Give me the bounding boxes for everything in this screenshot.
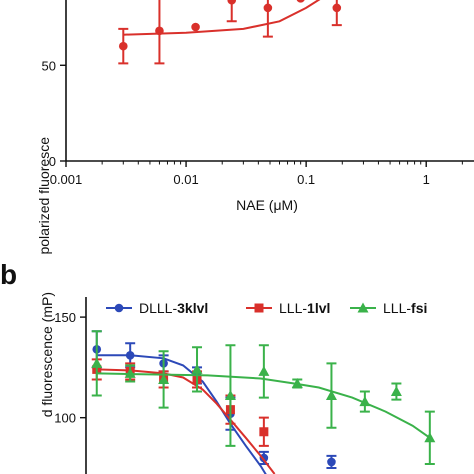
panel-a-ticks: 0 50 0.001 0.01 0.1 1: [42, 58, 463, 187]
panel-b-series-2-point: [124, 367, 136, 378]
panel-b-series-2-point: [258, 365, 270, 376]
panel-a-series-0-point: [118, 41, 128, 51]
panel-b-series-2-point: [359, 396, 371, 407]
panel-b-series-2-point: [390, 386, 402, 397]
panel-b-series-0-point: [125, 351, 135, 360]
panel-a-x-tick-label: 0.001: [50, 172, 83, 187]
panel-a-series-0-point: [191, 22, 200, 32]
panel-b-series-2-point: [291, 377, 303, 388]
panel-b-series-0-point: [327, 457, 336, 467]
panel-a-y-tick-label: 0: [49, 154, 56, 169]
legend-label-2: LLL-fsi: [383, 300, 427, 316]
panel-a-marks: [118, 0, 342, 65]
panel-b-series-2-point: [424, 432, 436, 443]
panel-b-series-2-point: [191, 363, 203, 374]
panel-b-ticks: 100 150: [54, 310, 86, 426]
panel-b-label: b: [0, 259, 17, 290]
panel-a-y-axis-label: polarized fluoresce: [36, 137, 52, 255]
panel-b-marks: [91, 330, 436, 474]
panel-b-series-2-point: [91, 357, 103, 368]
panel-b-y-tick-label: 100: [54, 411, 76, 426]
panel-b-y-tick-label: 150: [54, 310, 76, 325]
legend-marker-2: [357, 302, 369, 313]
panel-b-legend: DLLL-3klvl LLL-1lvl LLL-fsi: [106, 300, 427, 316]
panel-a-series-0-point: [296, 0, 305, 3]
panel-a-y-tick-label: 50: [42, 58, 56, 73]
panel-a-x-axis-label: NAE (μM): [236, 197, 298, 213]
panel-a-series-0-point: [332, 3, 342, 13]
panel-b-series-1-fit-line: [96, 368, 276, 474]
panel-b-series-2-point: [158, 373, 170, 384]
panel-a-x-tick-label: 1: [423, 172, 430, 187]
panel-a-chart: polarized fluoresce NAE (μM) 0 50 0.001 0.0…: [36, 0, 474, 255]
panel-b-series-0-fit-line: [96, 354, 267, 474]
legend-label-0: DLLL-3klvl: [139, 300, 208, 316]
panel-a-series-0-point: [227, 0, 237, 5]
panel-a-series-0-point: [155, 26, 164, 36]
legend-marker-0: [114, 303, 124, 313]
panel-b-series-2-point: [325, 390, 337, 401]
panel-a-x-tick-label: 0.01: [173, 172, 198, 187]
panel-b-series-1-point: [259, 427, 269, 437]
panel-b-series-2-point: [224, 390, 236, 401]
panel-a-series-0-fit-line: [123, 0, 321, 36]
panel-b-chart: b d fluorescence (mP) DLLL-3klvl LLL-1lvl…: [0, 259, 436, 474]
legend-marker-1: [254, 303, 264, 313]
panel-b-y-axis-label: d fluorescence (mP): [39, 292, 55, 417]
panel-a-x-tick-label: 0.1: [297, 172, 315, 187]
panel-a-series-0-point: [263, 3, 273, 13]
panel-b-series-2-fit-line: [96, 372, 431, 439]
legend-label-1: LLL-1lvl: [279, 300, 330, 316]
